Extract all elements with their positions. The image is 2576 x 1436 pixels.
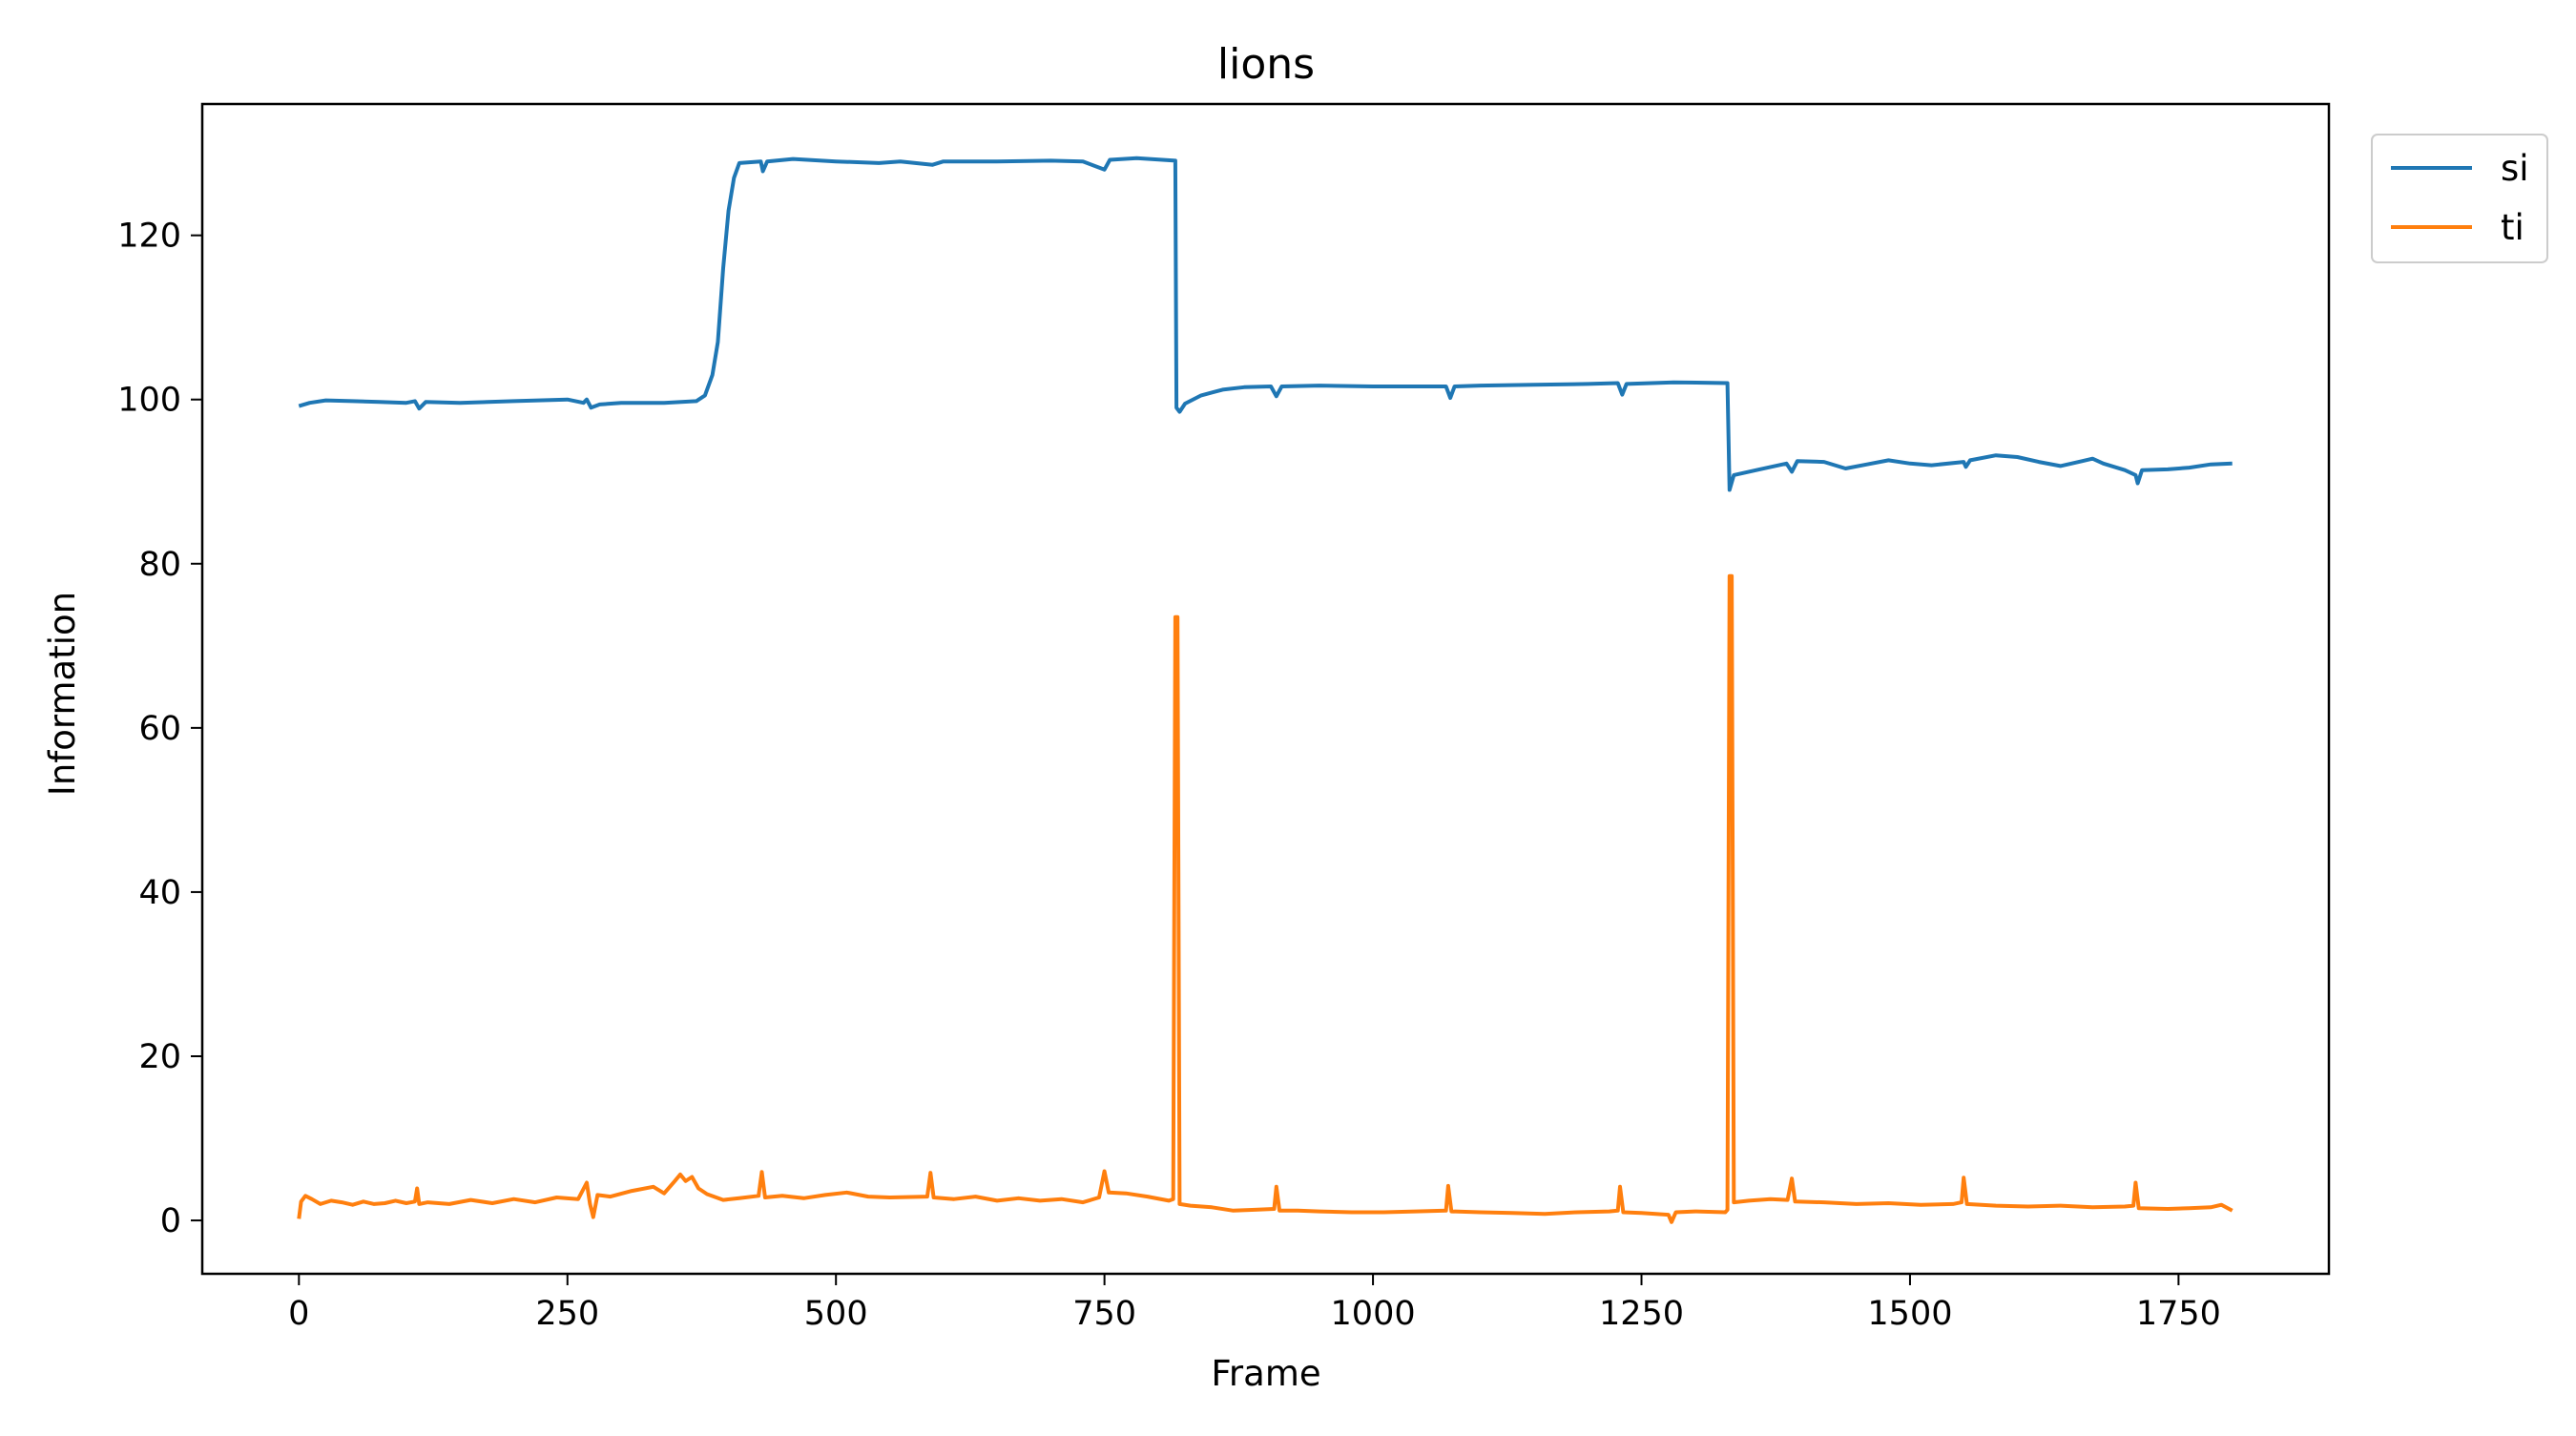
x-tick-label: 1750 xyxy=(2136,1295,2221,1333)
x-tick-label: 1250 xyxy=(1599,1295,1684,1333)
series-line-ti xyxy=(297,573,2233,1224)
legend-label-ti: ti xyxy=(2501,207,2524,248)
x-axis-label: Frame xyxy=(1211,1353,1320,1394)
x-tick-label: 750 xyxy=(1072,1295,1136,1333)
y-tick-label: 100 xyxy=(117,382,181,420)
y-tick-label: 80 xyxy=(138,546,181,584)
x-tick-label: 0 xyxy=(288,1295,309,1333)
legend: si ti xyxy=(2371,134,2548,263)
legend-label-si: si xyxy=(2501,148,2529,189)
y-axis-label: Information xyxy=(42,592,83,796)
axes-frame xyxy=(200,102,2331,1276)
x-tick-label: 500 xyxy=(804,1295,868,1333)
y-tick-label: 120 xyxy=(117,218,181,256)
y-tick-label: 40 xyxy=(138,874,181,912)
x-tick-label: 1000 xyxy=(1331,1295,1416,1333)
series-line-si xyxy=(298,156,2233,492)
chart-title: lions xyxy=(1217,40,1315,89)
y-tick-label: 60 xyxy=(138,710,181,748)
x-tick-label: 250 xyxy=(535,1295,599,1333)
y-tick-label: 20 xyxy=(138,1038,181,1076)
plot-area: 0 250 500 750 1000 1250 1500 1750 0 20 40 60 80 100 12… xyxy=(117,102,2331,1333)
x-tick-label: 1500 xyxy=(1867,1295,1952,1333)
y-tick-label: 0 xyxy=(160,1202,181,1240)
